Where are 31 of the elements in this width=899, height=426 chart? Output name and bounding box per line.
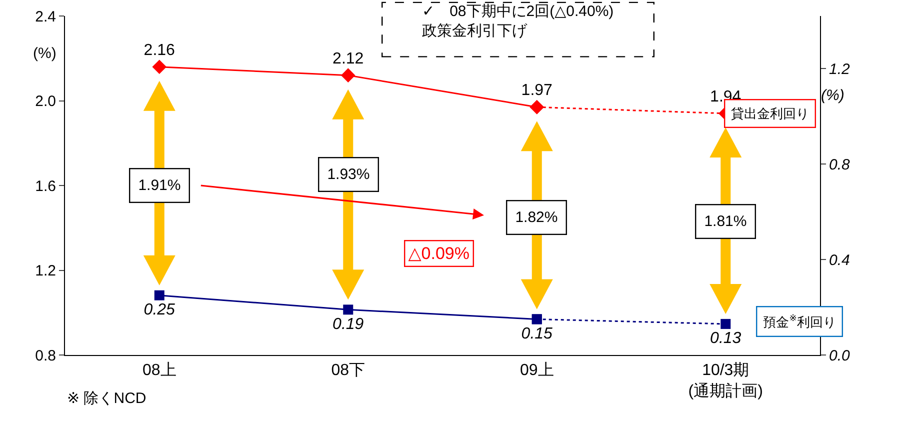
y2-tick-label: 0.4 bbox=[829, 252, 850, 269]
y-tick-label: 0.8 bbox=[35, 347, 56, 364]
annotation: 1.91% bbox=[138, 177, 181, 194]
annotation: 1.82% bbox=[515, 209, 558, 226]
y2-tick-label: 0.0 bbox=[829, 347, 851, 364]
data-label: 0.13 bbox=[710, 330, 742, 348]
data-label: 2.12 bbox=[332, 50, 364, 68]
text: 預金$^{※}$利回り bbox=[763, 313, 836, 330]
data-label: 0.15 bbox=[521, 325, 553, 342]
annotation: 1.93% bbox=[327, 166, 370, 184]
x-tick-label: 08上 bbox=[142, 361, 176, 380]
x-tick-label: 09上 bbox=[520, 361, 554, 380]
annotation: 1.81% bbox=[704, 213, 747, 230]
data-label: 0.19 bbox=[332, 316, 364, 333]
x-tick-label: 08下 bbox=[331, 362, 366, 380]
y2-tick-label: 1.2 bbox=[829, 60, 851, 78]
annotation: ✓ 08下期中に2回(△0.40%) 政策金利引下げ bbox=[422, 3, 614, 40]
y2-axis-title: (%) bbox=[821, 87, 844, 104]
data-label: 0.25 bbox=[144, 302, 176, 319]
text: 貸出金利回り bbox=[731, 106, 810, 122]
y-tick-label: 1.2 bbox=[35, 262, 56, 280]
y-tick-label: 2.4 bbox=[35, 8, 56, 26]
text: ※ 除くNCD bbox=[67, 390, 146, 407]
data-label: 2.16 bbox=[144, 42, 176, 59]
y-tick-label: 2.0 bbox=[35, 93, 56, 110]
annotation: △0.09% bbox=[408, 244, 470, 264]
y-tick-label: 1.6 bbox=[35, 178, 56, 195]
y2-tick-label: 0.8 bbox=[829, 156, 851, 174]
x-tick-label: 10/3期 (通期計画) bbox=[688, 361, 763, 400]
y-axis-title: (%) bbox=[33, 45, 56, 62]
data-label: 1.97 bbox=[521, 82, 553, 100]
